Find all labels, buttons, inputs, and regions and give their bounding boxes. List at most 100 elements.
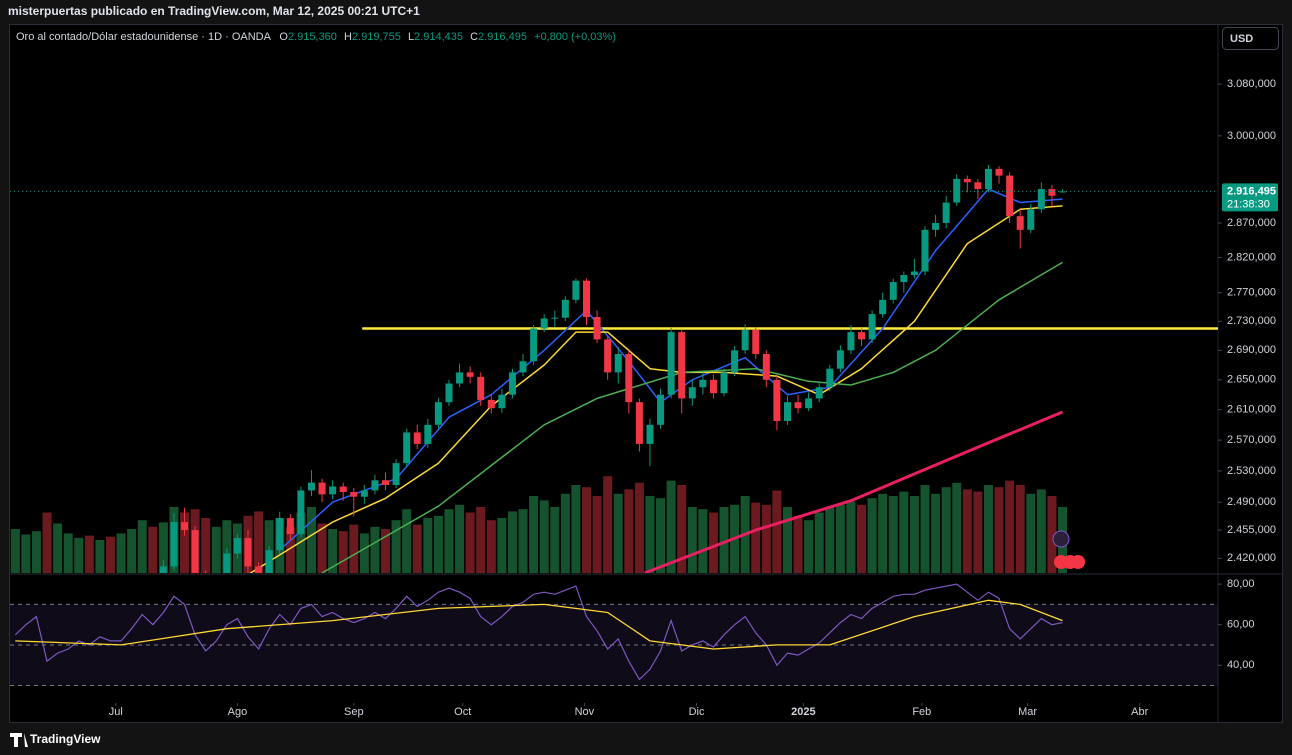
candle-body: [508, 372, 516, 395]
candle-body: [519, 361, 527, 373]
volume-bar: [1015, 485, 1025, 573]
x-tick-label: Sep: [344, 706, 364, 718]
volume-bar: [698, 509, 708, 573]
candle-body: [794, 402, 802, 409]
volume-bar: [444, 509, 454, 573]
candle-body: [233, 538, 241, 554]
volume-bar: [370, 526, 380, 573]
candle-body: [815, 387, 823, 399]
candle-body: [709, 379, 717, 394]
candle-body: [678, 332, 686, 399]
candle-body: [836, 350, 844, 369]
countdown: 21:38:30: [1227, 198, 1270, 210]
volume-bar: [21, 534, 31, 573]
flag-icon[interactable]: [1071, 555, 1085, 569]
volume-bar: [476, 507, 486, 573]
moving-average: [279, 188, 1063, 551]
volume-bar: [338, 531, 348, 573]
volume-bar: [613, 493, 623, 573]
candle-body: [339, 486, 347, 493]
chart-panel: [9, 24, 1283, 723]
volume-bar: [920, 485, 930, 573]
volume-bar: [888, 496, 898, 573]
volume-bar: [983, 485, 993, 573]
y-tick-label: 2.455,000: [1227, 524, 1276, 536]
volume-bar: [867, 498, 877, 573]
candle-body: [667, 332, 675, 395]
candle-body: [297, 490, 305, 535]
y-tick-label: 2.770,000: [1227, 287, 1276, 299]
candle-body: [307, 482, 315, 491]
volume-bar: [624, 489, 634, 573]
volume-bar: [391, 520, 401, 573]
volume-bar: [148, 526, 158, 573]
volume-bar: [486, 520, 496, 573]
volume-bar: [973, 491, 983, 573]
candle-body: [731, 350, 739, 373]
volume-bar: [645, 496, 655, 573]
y-tick-label: 2.650,000: [1227, 374, 1276, 386]
volume-bar: [931, 493, 941, 573]
candle-body: [752, 329, 760, 354]
candle-body: [805, 398, 813, 409]
volume-bar: [603, 476, 613, 573]
candle-body: [868, 314, 876, 340]
volume-bar: [497, 518, 507, 573]
candle-body: [1006, 175, 1014, 217]
x-tick-label: 2025: [791, 706, 815, 718]
candle-body: [582, 280, 590, 317]
moving-average: [644, 410, 1064, 573]
candle-body: [773, 379, 781, 422]
candle-body: [403, 432, 411, 464]
y-tick-label: 2.690,000: [1227, 344, 1276, 356]
x-tick-label: Jul: [109, 706, 123, 718]
volume-bar: [909, 496, 919, 573]
volume-bar: [306, 507, 316, 573]
x-tick-label: Ago: [228, 706, 248, 718]
candle-body: [392, 463, 400, 485]
volume-bar: [433, 515, 443, 573]
candle-body: [360, 490, 368, 497]
volume-bar: [814, 512, 824, 573]
candle-body: [329, 486, 337, 495]
currency[interactable]: USD: [1230, 33, 1253, 45]
candle-body: [498, 394, 506, 409]
candle-body: [350, 492, 358, 497]
volume-bar: [825, 507, 835, 573]
candle-body: [889, 282, 897, 300]
volume-bar: [222, 520, 232, 573]
volume-bar: [571, 485, 581, 573]
l-label: L: [408, 31, 414, 43]
y-tick-label: 2.570,000: [1227, 434, 1276, 446]
currency-button[interactable]: [1222, 27, 1279, 50]
volume-bar: [878, 493, 888, 573]
event-icon[interactable]: [1052, 530, 1070, 548]
y-tick-label: 2.730,000: [1227, 315, 1276, 327]
volume-bar: [328, 529, 338, 573]
volume-bar: [285, 526, 295, 573]
volume-bar: [95, 540, 105, 573]
rsi-pane: [10, 583, 1218, 686]
candle-body: [826, 368, 834, 388]
candle-body: [625, 353, 633, 403]
candle-body: [255, 566, 263, 573]
candle-body: [1027, 209, 1035, 230]
candle-body: [561, 299, 569, 318]
candle-body: [614, 353, 622, 373]
volume-bar: [666, 480, 676, 573]
volume-bar: [656, 498, 666, 573]
x-tick-label: Mar: [1018, 706, 1037, 718]
candle-body: [413, 432, 421, 444]
volume-bar: [63, 533, 73, 573]
candle-body: [783, 402, 791, 422]
volume-bar: [518, 509, 528, 573]
candle-body: [318, 482, 326, 495]
symbol: Oro al contado/Dólar estadounidense · 1D…: [16, 31, 272, 43]
candle-body: [604, 339, 612, 373]
axes: 3.080,000 3.000,000 2.870,000 2.820,000 2.77…: [109, 78, 1278, 718]
volume-bar: [952, 482, 962, 573]
candle-body: [276, 518, 284, 551]
volume-bar: [465, 512, 475, 573]
volume-bar: [455, 504, 465, 573]
volume-bar: [10, 529, 20, 573]
